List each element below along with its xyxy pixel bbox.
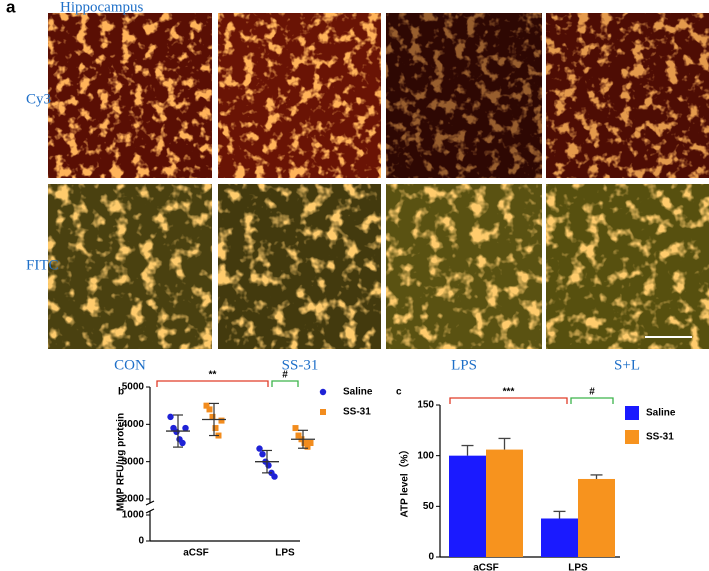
row-label: FITC <box>26 257 59 273</box>
legend-label: SS-31 <box>343 407 371 418</box>
significance-label: # <box>282 370 288 381</box>
point <box>256 445 263 452</box>
y-tick-label: 2000 <box>122 494 145 505</box>
significance-label: ** <box>209 370 217 381</box>
image-texture <box>546 184 709 349</box>
image-texture <box>386 13 542 178</box>
point <box>265 462 272 469</box>
legend-marker <box>319 388 327 396</box>
column-label: S+L <box>614 357 640 373</box>
panel-label: b <box>118 387 124 398</box>
y-tick-label: 5000 <box>122 382 145 393</box>
legend-marker <box>625 406 639 420</box>
significance-label: # <box>589 387 595 398</box>
point <box>173 428 180 435</box>
point <box>209 413 216 420</box>
x-tick-label: aCSF <box>183 548 209 559</box>
legend-marker <box>320 409 326 415</box>
point <box>182 424 189 432</box>
y-tick-label: 0 <box>428 552 434 563</box>
point <box>271 473 278 480</box>
y-tick-label: 4000 <box>122 419 145 430</box>
significance-bracket <box>271 380 299 387</box>
legend-label: Saline <box>343 387 373 398</box>
point <box>179 439 186 447</box>
point <box>203 402 210 409</box>
micrographs <box>48 13 709 349</box>
x-tick-label: LPS <box>568 563 588 571</box>
image-texture <box>386 184 542 349</box>
column-label: SS-31 <box>282 357 319 373</box>
y-axis-label: MMP RFU/μg protein <box>116 413 127 511</box>
point <box>301 440 308 446</box>
bar <box>578 478 615 557</box>
y-tick-label: 3000 <box>122 456 145 467</box>
legend-label: SS-31 <box>646 432 674 443</box>
y-tick-label: 150 <box>417 400 434 411</box>
y-tick-label: 0 <box>138 536 144 547</box>
point <box>304 443 311 450</box>
significance-bracket <box>449 397 568 404</box>
significance-bracket <box>570 397 614 404</box>
point <box>167 413 174 421</box>
column-label: CON <box>114 357 146 373</box>
row-label: Cy3 <box>26 91 51 107</box>
column-label: LPS <box>451 357 477 373</box>
y-tick-label: 50 <box>423 501 435 512</box>
bar <box>486 449 523 557</box>
y-axis-label: ATP level（%） <box>398 445 411 518</box>
image-texture <box>48 13 212 178</box>
point <box>212 425 219 432</box>
point <box>292 425 299 432</box>
image-texture <box>218 13 381 178</box>
panel-label: a <box>6 0 16 16</box>
legend-marker <box>625 430 639 444</box>
point <box>259 451 266 458</box>
y-tick-label: 1000 <box>122 510 145 521</box>
axis-break <box>145 508 155 514</box>
panel-label: c <box>396 387 402 398</box>
region-title: Hippocampus <box>60 0 143 15</box>
point <box>218 417 225 424</box>
point <box>206 406 213 413</box>
bar <box>449 455 486 557</box>
image-texture <box>546 13 709 178</box>
image-texture <box>48 184 212 349</box>
x-tick-label: LPS <box>275 548 295 559</box>
x-tick-label: aCSF <box>473 563 499 571</box>
legend-label: Saline <box>646 408 676 419</box>
point <box>307 440 314 446</box>
point <box>295 432 302 439</box>
significance-label: *** <box>503 387 515 398</box>
y-tick-label: 100 <box>417 450 434 461</box>
axis-break <box>145 500 155 506</box>
significance-bracket <box>156 380 269 387</box>
bar <box>541 518 578 557</box>
image-texture <box>218 184 381 349</box>
